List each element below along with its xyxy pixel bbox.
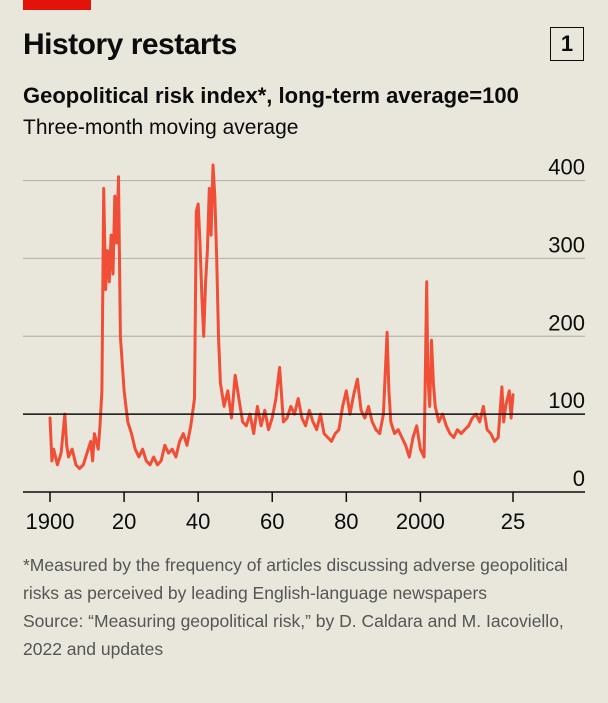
footnote-source: Source: “Measuring geopolitical risk,” b… bbox=[23, 611, 564, 659]
headline: History restarts bbox=[23, 28, 237, 61]
chart-subtitle: Three-month moving average bbox=[23, 116, 299, 139]
gridlines bbox=[23, 179, 585, 337]
x-tick-label: 60 bbox=[260, 509, 284, 534]
y-tick-label: 400 bbox=[548, 155, 585, 180]
x-tick-label: 20 bbox=[112, 509, 136, 534]
x-tick-label: 80 bbox=[334, 509, 358, 534]
y-tick-label: 300 bbox=[548, 232, 585, 257]
y-tick-label: 200 bbox=[548, 310, 585, 335]
brand-red-tab bbox=[23, 0, 91, 10]
footnote: *Measured by the frequency of articles d… bbox=[23, 551, 583, 663]
x-axis: 1900 20 40 60 80 2000 25 bbox=[23, 491, 585, 534]
x-tick-label: 40 bbox=[186, 509, 210, 534]
chart-title: Geopolitical risk index*, long-term aver… bbox=[23, 83, 519, 108]
series-layer bbox=[48, 163, 515, 471]
y-tick-label: 100 bbox=[548, 388, 585, 413]
y-tick-label: 0 bbox=[573, 466, 585, 491]
x-tick-label: 1900 bbox=[26, 509, 75, 534]
x-tick-label: 2000 bbox=[396, 509, 445, 534]
line-chart: 0 100 200 300 400 1900 20 40 60 80 2000 25 bbox=[23, 155, 585, 534]
chart-number-badge: 1 bbox=[550, 27, 584, 61]
y-axis-labels: 0 100 200 300 400 bbox=[548, 155, 585, 491]
x-tick-label: 25 bbox=[501, 509, 525, 534]
footnote-note: *Measured by the frequency of articles d… bbox=[23, 555, 568, 603]
series-line-0 bbox=[48, 163, 515, 471]
